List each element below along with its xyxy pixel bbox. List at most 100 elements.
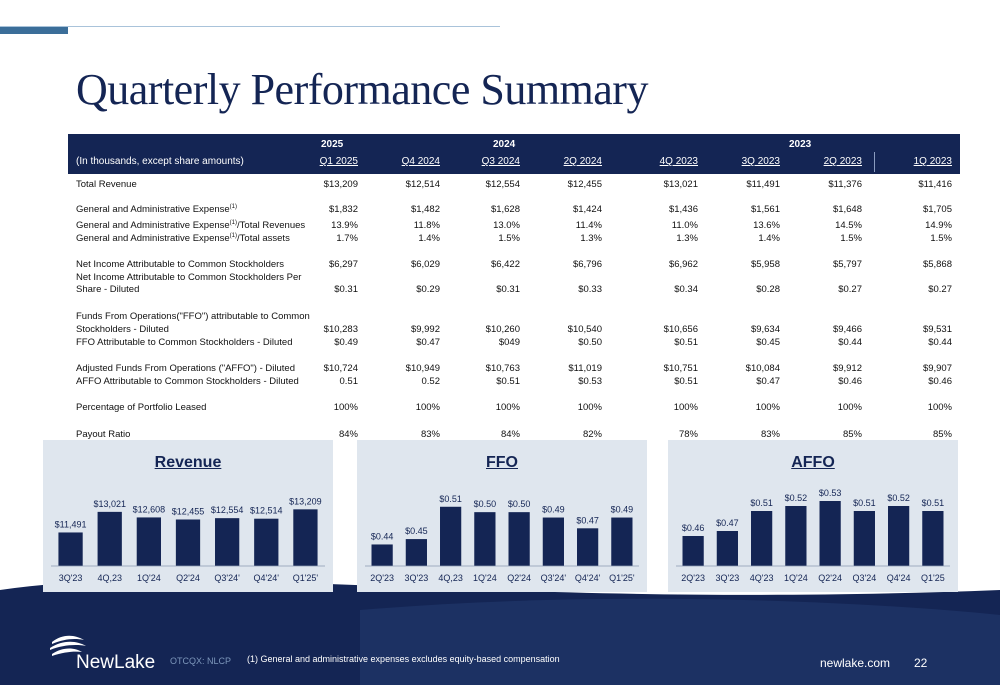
tick-label: 1Q'24 [784,573,808,583]
table-cell: $0.49 [334,337,358,348]
row-label: General and Administrative Expense(1) [76,204,237,216]
chart-bar [751,511,773,566]
page-number: 22 [914,656,928,670]
row-label-text: FFO Attributable to Common Stockholders … [76,337,293,348]
table-cell: $1,561 [750,204,780,215]
chart-bar [97,511,122,566]
row-label: General and Administrative Expense(1)/To… [76,220,305,232]
table-cell: 1.5% [498,233,520,244]
data-label: $0.49 [542,505,565,515]
table-cell: $0.31 [334,284,358,295]
tick-label: Q2'24 [507,573,531,583]
footnote-marker: (1) [229,220,238,226]
chart-bar [611,517,633,566]
table-cell: 83% [760,429,780,440]
row-label-text: Net Income Attributable to Common Stockh… [76,259,285,270]
table-cell: 100% [755,402,780,413]
table-cell: $12,554 [485,179,520,190]
table-row: Total Revenue $13,209 $12,514 $12,554 $12,45… [68,179,960,191]
row-label: FFO Attributable to Common Stockholders … [76,337,292,349]
table-cell: $1,436 [668,204,698,215]
column-headers: (In thousands, except share amounts) Q1 … [68,156,960,170]
table-cell: 84% [500,429,520,440]
table-cell: 14.5% [835,220,862,231]
table-cell: $0.27 [928,284,952,295]
row-label: AFFO Attributable to Common Stockholders… [76,376,299,388]
table-cell: 1.3% [676,233,698,244]
row-label: Payout Ratio [76,429,130,441]
table-cell: 1.4% [418,233,440,244]
table-cell: $1,832 [328,204,358,215]
table-cell: $13,209 [323,179,358,190]
table-cell: 100% [415,402,440,413]
column-header-label: 1Q 2023 [913,156,952,167]
table-cell: $9,912 [832,363,862,374]
table-cell: $0.34 [674,284,698,295]
tick-label: Q2'24 [818,573,842,583]
column-header: 4Q 2023 [588,156,698,167]
tick-label: Q4'24' [575,573,601,583]
table-cell: $0.45 [756,337,780,348]
row-label-text: Net Income Attributable to Common Stockh… [76,272,302,283]
row-label-text: AFFO Attributable to Common Stockholders… [76,376,299,387]
table-cell: 85% [932,429,952,440]
chart-bar [922,511,944,566]
row-label-text: General and Administrative Expense [76,204,230,215]
table-cell: 11.4% [575,220,602,231]
table-row: Funds From Operations("FFO") attributabl… [68,311,960,323]
table-cell: $10,949 [405,363,440,374]
table-row: Percentage of Portfolio Leased 100% 100% 10… [68,402,960,414]
revenue-chart-title: Revenue [154,454,222,471]
footnote-marker: (1) [229,204,238,210]
table-cell: 83% [420,429,440,440]
tick-label: Q1'25' [293,573,319,583]
data-label: $0.51 [922,498,945,508]
row-label-text: Adjusted Funds From Operations ("AFFO") … [76,363,295,374]
row-label-text: Funds From Operations("FFO") attributabl… [76,311,310,322]
tick-label: Q3'24 [853,573,877,583]
tick-label: 4Q'23 [750,573,774,583]
tick-label: 3Q'23 [405,573,429,583]
table-cell: $11,416 [918,179,952,190]
table-cell: $6,297 [328,259,358,270]
column-header-label: 2Q 2023 [823,156,862,167]
data-label: $0.47 [716,518,739,528]
column-header: Q1 2025 [248,156,358,167]
table-row: General and Administrative Expense(1)/To… [68,220,960,232]
website-link[interactable]: newlake.com [820,656,891,670]
affo-chart: $0.46 2Q'23 $0.47 3Q'23 $0.51 4Q'23 $0.52 1Q'24… [676,488,950,583]
row-label-text: General and Administrative Expense [76,220,230,231]
ffo-chart-panel: FFO $0.44 2Q'23 $0.45 3Q'23 $0.51 4Q,23 $0.50 1… [357,440,647,592]
column-header-label: Q4 2024 [401,156,440,167]
table-cell: $5,958 [750,259,780,270]
table-cell: $9,634 [750,324,780,335]
table-cell: $5,797 [832,259,862,270]
table-cell: $0.44 [838,337,862,348]
table-cell: $0.47 [416,337,440,348]
table-cell: 1.7% [336,233,358,244]
table-cell: $0.50 [578,337,602,348]
tick-label: Q4'24 [887,573,911,583]
table-cell: 14.9% [925,220,952,231]
table-cell: $6,962 [668,259,698,270]
row-label-text: Percentage of Portfolio Leased [76,402,207,413]
table-cell: $10,751 [663,363,698,374]
tick-label: Q2'24 [176,573,200,583]
footer-wave-mid [360,598,1000,685]
logo-wave-1 [52,635,84,644]
table-cell: $1,628 [490,204,520,215]
table-cell: $6,422 [490,259,520,270]
data-label: $0.51 [853,498,876,508]
column-header-label: Q1 2025 [319,156,358,167]
table-cell: $0.53 [578,376,602,387]
affo-chart-panel: AFFO $0.46 2Q'23 $0.47 3Q'23 $0.51 4Q'23 $0.52… [668,440,958,592]
table-cell: $10,540 [567,324,602,335]
column-header-label: Q3 2024 [481,156,520,167]
row-label: Funds From Operations("FFO") attributabl… [76,311,310,323]
data-label: $0.53 [819,488,842,498]
tick-label: 3Q'23 [59,573,83,583]
table-cell: $13,021 [663,179,698,190]
revenue-chart: $11,491 3Q'23 $13,021 4Q,23 $12,608 1Q'24 $12,… [51,496,325,583]
tick-label: 3Q'23 [716,573,740,583]
chart-bar [888,506,910,566]
